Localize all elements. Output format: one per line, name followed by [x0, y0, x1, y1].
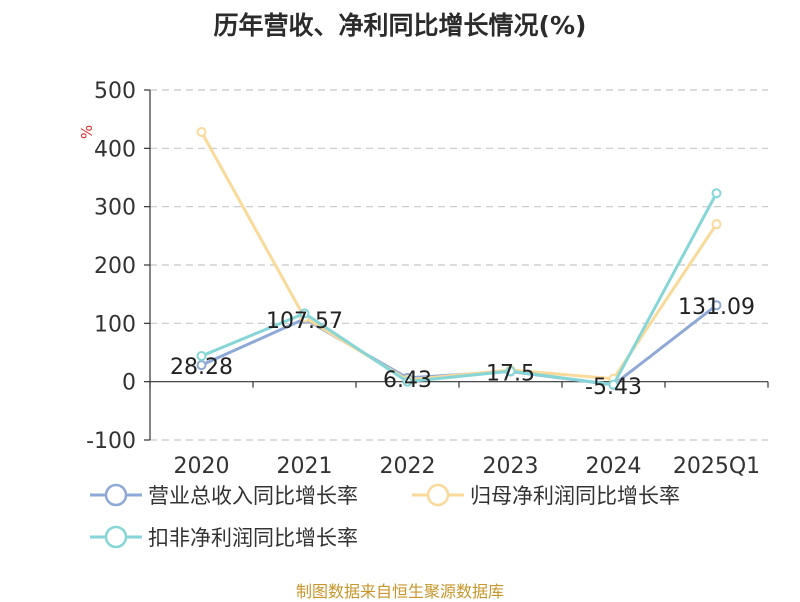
- axes: 500 400 300 200 100 0 -100 2020 2021 2022 2023 2024…: [78, 79, 769, 479]
- y-tick-label: 400: [94, 137, 136, 162]
- grid-lines: [150, 89, 768, 441]
- y-tick-label: -100: [86, 429, 136, 454]
- y-tick-label: 300: [94, 196, 136, 221]
- source-note: 制图数据来自恒生聚源数据库: [295, 582, 504, 601]
- x-tick-label: 2025Q1: [673, 454, 760, 479]
- x-tick-label: 2023: [483, 454, 539, 479]
- series-lines: [196, 127, 722, 390]
- legend-item[interactable]: 营业总收入同比增长率: [90, 480, 358, 510]
- data-label: -5.43: [585, 375, 642, 400]
- data-label: 131.09: [678, 295, 755, 320]
- legend-label: 归母净利润同比增长率: [470, 484, 680, 508]
- data-label: 28.28: [170, 355, 233, 380]
- y-tick-label: 500: [94, 79, 136, 104]
- legend-marker-icon: [90, 483, 142, 507]
- y-tick-label: 100: [94, 312, 136, 337]
- data-point: [196, 351, 207, 361]
- series-line: [200, 192, 718, 387]
- data-label: 107.57: [266, 309, 343, 334]
- legend-label: 扣非净利润同比增长率: [148, 526, 358, 550]
- legend-item[interactable]: 归母净利润同比增长率: [412, 480, 680, 510]
- chart-title: 历年营收、净利同比增长情况(%): [213, 11, 587, 40]
- data-point: [505, 366, 516, 377]
- x-tick-label: 2024: [586, 454, 642, 479]
- legend-item[interactable]: 扣非净利润同比增长率: [90, 522, 358, 552]
- data-point: [402, 376, 413, 387]
- data-point: [196, 127, 207, 137]
- data-point: [711, 188, 722, 199]
- y-axis-label: %: [78, 125, 96, 139]
- data-labels: 28.28 107.57 6.43 17.5 -5.43 131.09: [170, 295, 755, 400]
- data-label: 17.5: [486, 361, 535, 386]
- legend-label: 营业总收入同比增长率: [148, 484, 358, 508]
- data-point: [196, 360, 207, 371]
- data-label: 6.43: [383, 368, 432, 393]
- data-point: [711, 300, 722, 311]
- data-point: [711, 219, 722, 230]
- y-tick-label: 200: [94, 254, 136, 279]
- series-line: [200, 131, 718, 382]
- x-tick-label: 2020: [174, 454, 230, 479]
- data-point: [299, 308, 310, 319]
- legend-marker-icon: [412, 483, 464, 507]
- x-tick-label: 2021: [277, 454, 333, 479]
- x-tick-label: 2022: [380, 454, 436, 479]
- data-point: [608, 379, 619, 390]
- y-tick-label: 0: [122, 371, 136, 396]
- legend-marker-icon: [90, 525, 142, 549]
